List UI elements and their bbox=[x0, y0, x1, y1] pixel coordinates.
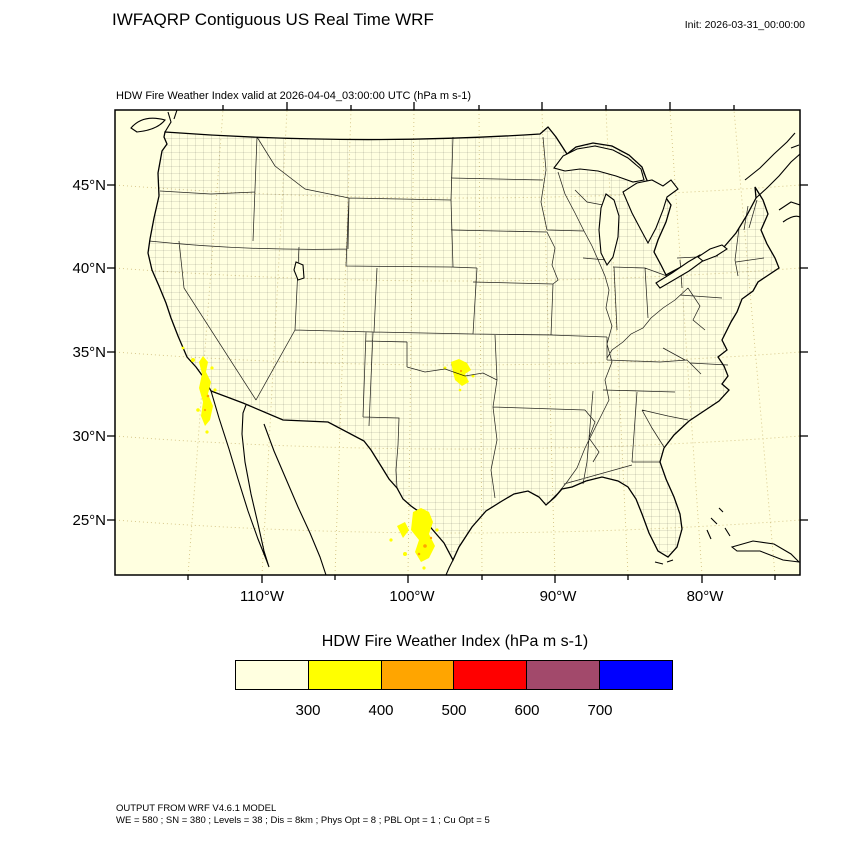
y-axis-label: 30°N bbox=[72, 428, 106, 445]
x-axis-label: 100°W bbox=[389, 588, 435, 605]
conus-map bbox=[107, 102, 808, 583]
colorbar-segment bbox=[600, 661, 672, 689]
colorbar-tick-label: 500 bbox=[441, 702, 467, 719]
x-axis-label: 110°W bbox=[239, 588, 285, 605]
hdw-contour-yellow bbox=[181, 346, 475, 570]
y-axis-label: 25°N bbox=[72, 512, 106, 529]
map-frame bbox=[114, 109, 801, 576]
colorbar-segment bbox=[454, 661, 528, 689]
state-borders bbox=[148, 136, 765, 501]
colorbar-segment bbox=[527, 661, 601, 689]
page-title: IWFAQRP Contiguous US Real Time WRF bbox=[112, 10, 434, 29]
y-axis-label: 40°N bbox=[72, 260, 106, 277]
x-axis-label: 80°W bbox=[686, 588, 724, 605]
map-subtitle: HDW Fire Weather Index valid at 2026-04-… bbox=[116, 90, 472, 102]
colorbar-title: HDW Fire Weather Index (hPa m s-1) bbox=[321, 633, 589, 650]
colorbar-segment bbox=[381, 661, 455, 689]
coastlines-canada-mexico bbox=[130, 110, 800, 575]
colorbar-segment bbox=[308, 661, 382, 689]
colorbar-tick-label: 300 bbox=[295, 702, 321, 719]
colorbar-tick-label: 600 bbox=[514, 702, 540, 719]
footer-model-info: OUTPUT FROM WRF V4.6.1 MODEL bbox=[116, 803, 277, 814]
footer-config-info: WE = 580 ; SN = 380 ; Levels = 38 ; Dis … bbox=[116, 815, 490, 826]
x-axis-label: 90°W bbox=[539, 588, 577, 605]
y-axis-label: 45°N bbox=[72, 177, 106, 194]
axis-ticks bbox=[107, 102, 808, 583]
colorbar-segment bbox=[236, 661, 309, 689]
us-outline-county-texture bbox=[147, 126, 780, 562]
y-axis-label: 35°N bbox=[72, 344, 106, 361]
great-lakes bbox=[293, 145, 728, 289]
hdw-contour-orange bbox=[203, 369, 463, 556]
colorbar-tick-label: 400 bbox=[368, 702, 394, 719]
colorbar bbox=[235, 660, 673, 690]
colorbar-tick-label: 700 bbox=[587, 702, 613, 719]
init-timestamp: Init: 2026-03-31_00:00:00 bbox=[684, 19, 805, 31]
